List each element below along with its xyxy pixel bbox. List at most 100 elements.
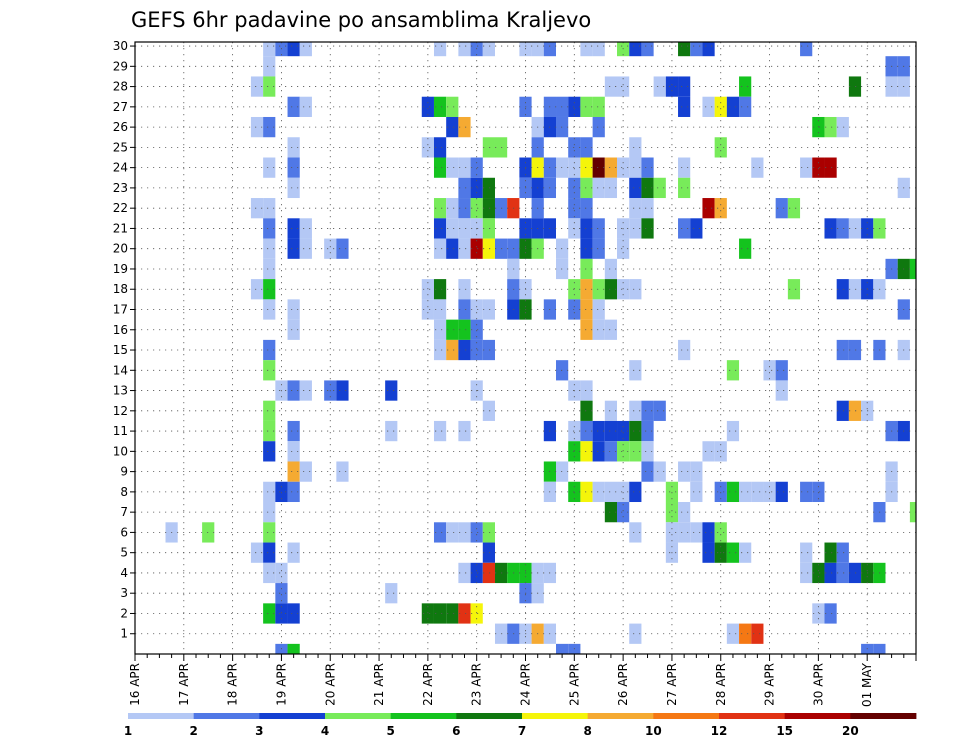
- heatmap-cell: [421, 137, 434, 158]
- heatmap-cell: [604, 319, 618, 340]
- heatmap-cell: [433, 522, 447, 543]
- heatmap-cell: [726, 481, 740, 503]
- heatmap-cell: [287, 238, 300, 259]
- heatmap-cell: [592, 238, 605, 259]
- colorbar-swatch: [850, 713, 917, 719]
- heatmap-cell: [836, 400, 849, 421]
- heatmap-cell: [665, 502, 679, 523]
- heatmap-cell: [470, 562, 483, 584]
- heatmap-cell: [568, 481, 581, 503]
- heatmap-cell: [470, 339, 483, 361]
- heatmap-cell: [250, 542, 264, 563]
- x-tick-label: 21 APR: [372, 663, 386, 706]
- heatmap-cell: [604, 258, 618, 280]
- heatmap-cell: [629, 157, 642, 178]
- heatmap-cell: [433, 157, 447, 178]
- heatmap-cell: [385, 583, 398, 604]
- colorbar-swatch: [719, 713, 786, 719]
- heatmap-cell: [421, 299, 434, 320]
- heatmap-cell: [421, 279, 434, 300]
- heatmap-cell: [714, 522, 727, 543]
- y-tick-label: 30: [113, 39, 128, 53]
- heatmap-cell: [458, 157, 471, 178]
- heatmap-cell: [263, 420, 276, 442]
- heatmap-cell: [250, 116, 264, 138]
- heatmap-cell: [482, 198, 495, 219]
- heatmap-cell: [629, 623, 642, 644]
- heatmap-cell: [617, 279, 630, 300]
- heatmap-cell: [739, 76, 752, 97]
- heatmap-cell: [458, 420, 471, 442]
- heatmap-cell: [800, 562, 813, 584]
- heatmap-cell: [458, 279, 471, 300]
- heatmap-cell: [421, 603, 434, 624]
- x-tick-label: 26 APR: [616, 663, 630, 706]
- colorbar-label: 2: [189, 724, 197, 738]
- heatmap-cell: [568, 177, 581, 199]
- heatmap-cell: [568, 198, 581, 219]
- colorbar-swatch: [128, 713, 195, 719]
- heatmap-cell: [629, 420, 642, 442]
- heatmap-cell: [617, 441, 630, 462]
- heatmap-cell: [702, 198, 715, 219]
- heatmap-cell: [385, 420, 398, 442]
- colorbar-label: 20: [842, 724, 859, 738]
- heatmap-cell: [641, 218, 654, 239]
- heatmap-cell: [275, 603, 288, 624]
- heatmap-cell: [336, 461, 349, 482]
- heatmap-cell: [800, 542, 813, 563]
- x-tick-label: 24 APR: [519, 663, 533, 706]
- heatmap-cell: [458, 562, 471, 584]
- x-axis: 16 APR 17 APR 18 APR 19 APR 20 APR 21 APR 22 A…: [128, 654, 917, 707]
- heatmap-cell: [604, 177, 618, 199]
- heatmap-cell: [580, 319, 593, 340]
- y-tick-label: 22: [113, 201, 128, 215]
- heatmap-cell: [263, 258, 276, 280]
- heatmap-cell: [678, 157, 691, 178]
- heatmap-cell: [287, 420, 300, 442]
- heatmap-cell: [678, 502, 691, 523]
- heatmap-cell: [726, 623, 740, 644]
- heatmap-cell: [580, 42, 593, 57]
- heatmap-cell: [275, 481, 288, 503]
- heatmap-cell: [568, 96, 581, 117]
- heatmap-cell: [433, 238, 447, 259]
- heatmap-cell: [482, 339, 495, 361]
- heatmap-cell: [458, 603, 471, 624]
- heatmap-cell: [446, 157, 459, 178]
- heatmap-cell: [299, 238, 312, 259]
- x-tick-label: 23 APR: [470, 663, 484, 706]
- heatmap-cell: [263, 299, 276, 320]
- heatmap-cell: [690, 218, 703, 239]
- colorbar-swatch: [390, 713, 457, 719]
- heatmap-cell: [739, 96, 752, 117]
- heatmap-cell: [482, 218, 495, 239]
- heatmap-cell: [592, 420, 605, 442]
- heatmap-cell: [482, 42, 495, 57]
- heatmap-cell: [751, 157, 764, 178]
- heatmap-cell: [433, 319, 447, 340]
- heatmap-cell: [812, 603, 825, 624]
- colorbar-label: 12: [711, 724, 728, 738]
- colorbar-swatch: [193, 713, 260, 719]
- heatmap-cell: [836, 279, 849, 300]
- colorbar-label: 3: [255, 724, 263, 738]
- heatmap-cells: [165, 42, 916, 654]
- heatmap-cell: [263, 542, 276, 563]
- heatmap-cell: [592, 319, 605, 340]
- colorbar-swatch: [784, 713, 851, 719]
- heatmap-cell: [824, 157, 837, 178]
- heatmap-cell: [263, 198, 276, 219]
- y-tick-label: 13: [113, 384, 128, 398]
- heatmap-cell: [604, 279, 618, 300]
- heatmap-cell: [299, 218, 312, 239]
- y-tick-label: 3: [120, 586, 128, 600]
- heatmap-cell: [250, 76, 264, 97]
- heatmap-cell: [263, 441, 276, 462]
- y-tick-label: 19: [113, 262, 128, 276]
- colorbar-legend: 1 2 3 4 5 6 7 8 10 12 15 20: [124, 713, 917, 738]
- heatmap-cell: [543, 42, 556, 57]
- heatmap-cell: [580, 299, 593, 320]
- heatmap-cell: [702, 42, 715, 57]
- heatmap-cell: [433, 96, 447, 117]
